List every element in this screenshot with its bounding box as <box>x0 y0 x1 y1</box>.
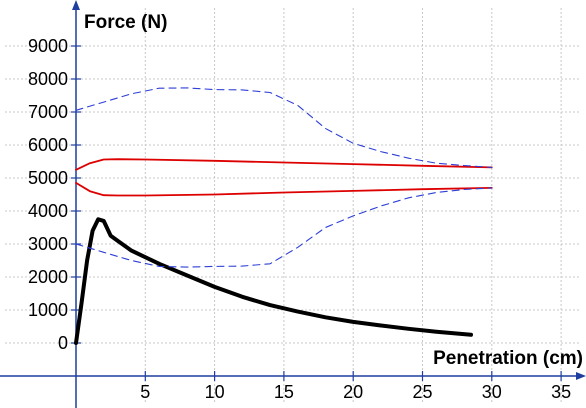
series-line-1 <box>74 217 473 345</box>
series-line-3 <box>75 182 493 197</box>
x-tick-label: 5 <box>140 382 150 402</box>
series-line-5 <box>75 187 493 268</box>
grid <box>5 8 580 402</box>
y-tick-label: 5000 <box>28 168 68 188</box>
y-tick-label: 3000 <box>28 234 68 254</box>
x-axis-arrow <box>576 372 586 380</box>
y-tick-label: 7000 <box>28 102 68 122</box>
y-tick-label: 1000 <box>28 300 68 320</box>
series <box>74 87 493 345</box>
y-axis-arrow <box>72 0 80 10</box>
x-tick-label: 20 <box>343 382 363 402</box>
series-line-2 <box>75 158 493 171</box>
series-line-4 <box>75 87 493 168</box>
y-tick-label: 6000 <box>28 135 68 155</box>
x-tick-label: 25 <box>412 382 432 402</box>
x-axis-label: Penetration (cm) <box>433 348 583 369</box>
x-tick-label: 15 <box>274 382 294 402</box>
y-tick-label: 8000 <box>28 69 68 89</box>
ticks: 5 10 15 20 25 30 35 0 1000 2000 3000 4000 5000 6000 70… <box>28 36 571 402</box>
y-tick-label: 2000 <box>28 267 68 287</box>
y-tick-label: 9000 <box>28 36 68 56</box>
x-tick-label: 35 <box>551 382 571 402</box>
y-tick-label: 4000 <box>28 201 68 221</box>
y-axis-label: Force (N) <box>84 12 167 33</box>
y-tick-label: 0 <box>58 333 68 353</box>
x-tick-label: 10 <box>205 382 225 402</box>
x-tick-label: 30 <box>482 382 502 402</box>
